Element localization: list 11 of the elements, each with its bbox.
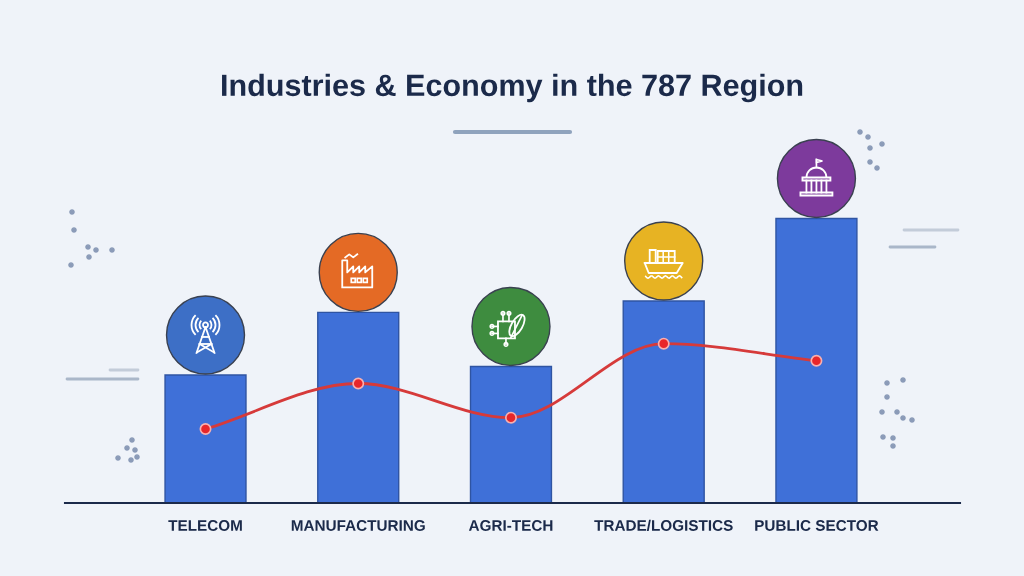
point <box>810 354 823 367</box>
x-tick-label: TRADE/LOGISTICS <box>594 519 733 532</box>
x-tick-label: TELECOM <box>168 520 242 531</box>
point <box>504 411 517 424</box>
point <box>352 377 365 390</box>
x-tick-label: AGRI-TECH <box>468 520 553 531</box>
chart-title: Industries & Economy in the 787 Region <box>222 73 803 103</box>
point <box>657 337 670 350</box>
point <box>199 423 212 436</box>
x-tick-label: MANUFACTURING <box>291 520 425 531</box>
x-tick-label: PUBLIC SECTOR <box>755 520 879 531</box>
